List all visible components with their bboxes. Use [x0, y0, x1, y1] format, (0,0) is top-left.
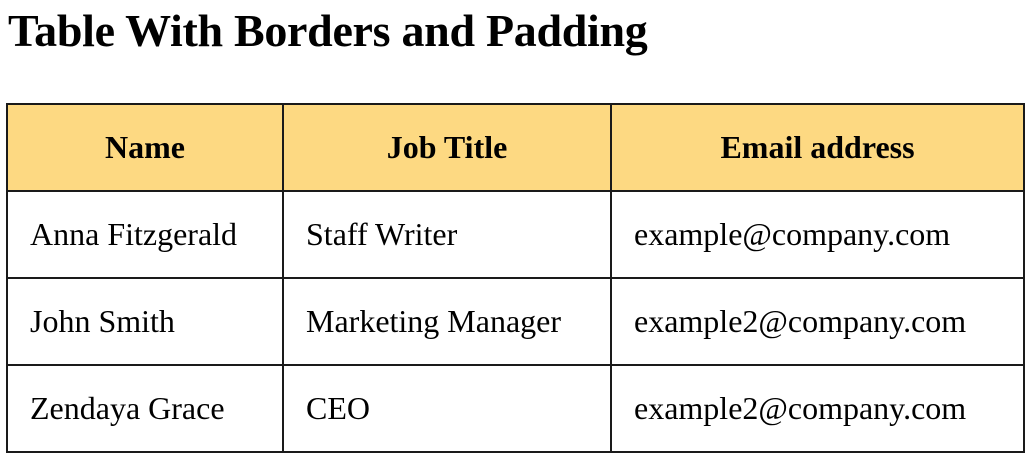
employee-table: Name Job Title Email address Anna Fitzge…	[6, 103, 1025, 453]
table-row: Anna Fitzgerald Staff Writer example@com…	[6, 190, 1025, 279]
cell-job-title: Staff Writer	[282, 190, 612, 279]
table-row: John Smith Marketing Manager example2@co…	[6, 277, 1025, 366]
table-row: Zendaya Grace CEO example2@company.com	[6, 364, 1025, 453]
cell-job-title: Marketing Manager	[282, 277, 612, 366]
cell-name: Anna Fitzgerald	[6, 190, 284, 279]
header-name: Name	[6, 103, 284, 192]
header-job-title: Job Title	[282, 103, 612, 192]
header-email-address: Email address	[610, 103, 1025, 192]
cell-job-title: CEO	[282, 364, 612, 453]
cell-email: example@company.com	[610, 190, 1025, 279]
page-title: Table With Borders and Padding	[8, 5, 648, 56]
cell-name: John Smith	[6, 277, 284, 366]
cell-email: example2@company.com	[610, 364, 1025, 453]
table-header-row: Name Job Title Email address	[6, 103, 1025, 192]
cell-name: Zendaya Grace	[6, 364, 284, 453]
cell-email: example2@company.com	[610, 277, 1025, 366]
